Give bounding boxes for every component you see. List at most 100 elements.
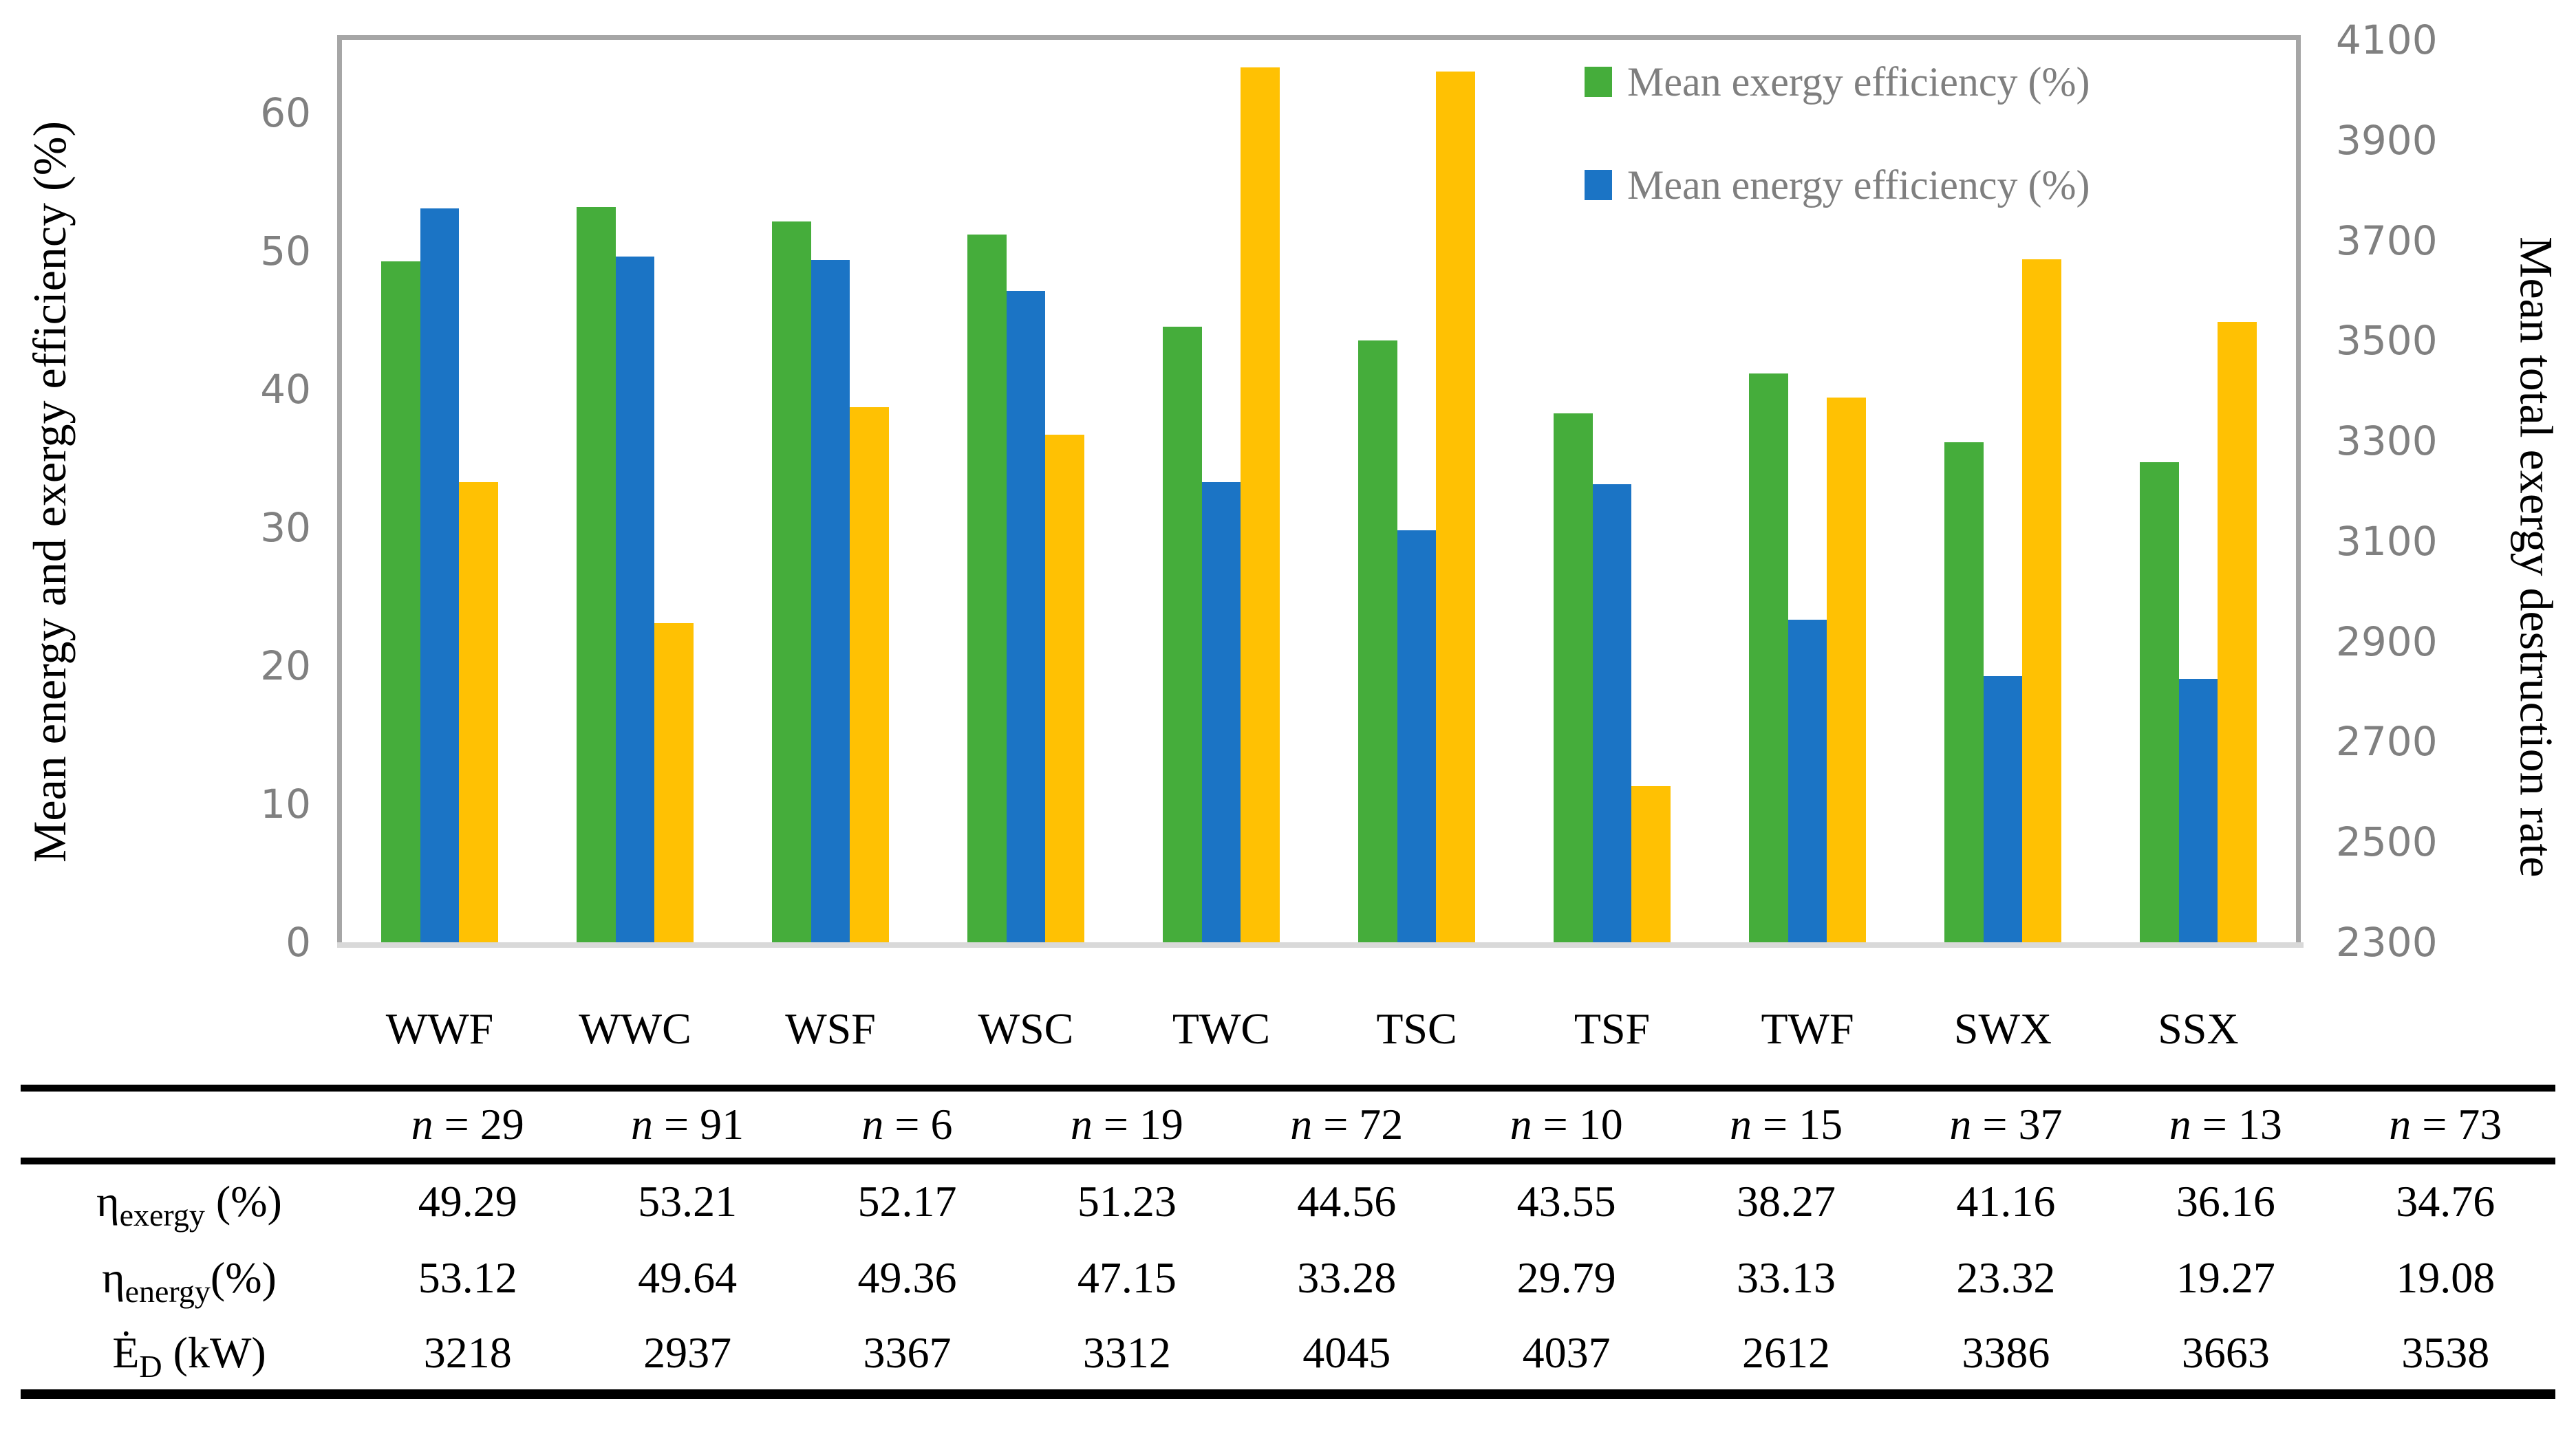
table-row-D: ĖD (kW) 3218 2937 3367 3312 4045 4037 2612 3386 3…	[21, 1316, 2555, 1394]
table-n-header-4: n = 72	[1290, 1100, 1404, 1149]
bar-total-WSF	[850, 407, 890, 942]
left-axis-title-box: Mean energy and exergy efficiency (%)	[10, 0, 89, 984]
left-axis-tick-10: 10	[260, 781, 311, 828]
bar-exergy-WWC	[576, 206, 616, 942]
right-axis-tick-2300: 2300	[2336, 919, 2438, 966]
bar-exergy-SSX	[2139, 462, 2179, 942]
left-axis-tick-40: 40	[260, 366, 311, 413]
table-n-header-9: n = 73	[2389, 1100, 2502, 1149]
stats-table-wrap: n = 29 n = 91 n = 6 n = 19 n = 72 n = 10 n = 1…	[21, 1085, 2555, 1399]
bar-energy-WSF	[811, 260, 850, 942]
bar-exergy-WWF	[380, 261, 420, 942]
table-n-header-3: n = 19	[1070, 1100, 1183, 1149]
left-axis-tick-50: 50	[260, 228, 311, 275]
value-exergy-TWF: 41.16	[1956, 1177, 2056, 1226]
bar-total-TSC	[1436, 71, 1476, 942]
value-D-WWF: 3218	[423, 1328, 512, 1377]
value-exergy-WSF: 52.17	[857, 1177, 957, 1226]
value-exergy-TSC: 43.55	[1516, 1177, 1616, 1226]
value-energy-WSC: 47.15	[1077, 1252, 1177, 1302]
table-header-row: n = 29 n = 91 n = 6 n = 19 n = 72 n = 10 n = 1…	[21, 1088, 2555, 1161]
right-axis-tick-4100: 4100	[2336, 17, 2438, 63]
bar-energy-TWC	[1201, 482, 1241, 942]
value-energy-TSF: 33.13	[1737, 1252, 1836, 1302]
bar-exergy-WSC	[967, 234, 1007, 942]
table-n-header-6: n = 15	[1729, 1100, 1843, 1149]
bar-total-TWC	[1241, 67, 1280, 942]
value-exergy-WSC: 51.23	[1077, 1177, 1177, 1226]
plot-border-top	[337, 35, 2301, 40]
value-exergy-SSX: 34.76	[2396, 1177, 2496, 1226]
bar-energy-SWX	[1983, 675, 2023, 942]
n-variable: n	[2389, 1100, 2412, 1149]
right-axis-tick-2500: 2500	[2336, 818, 2438, 866]
bar-energy-WWF	[420, 208, 460, 942]
value-D-SSX: 3538	[2401, 1328, 2490, 1377]
value-energy-SSX: 19.08	[2396, 1252, 2496, 1302]
category-label-SWX: SWX	[1953, 1004, 2052, 1053]
table-n-header-0: n = 29	[411, 1100, 524, 1149]
value-exergy-WWC: 53.21	[638, 1177, 738, 1226]
value-D-TSF: 2612	[1742, 1328, 1831, 1377]
bar-group-TWF	[1710, 40, 1905, 942]
bar-total-WWF	[459, 481, 499, 942]
right-axis-tick-3500: 3500	[2336, 317, 2438, 365]
bar-exergy-TWC	[1162, 326, 1202, 942]
row-label-D: ĖD (kW)	[112, 1328, 266, 1384]
bar-group-TSF	[1514, 40, 1710, 942]
legend-item-energy: Mean energy efficiency (%)	[1585, 157, 2090, 213]
legend-swatch-energy-icon	[1585, 170, 1612, 200]
table-corner-cell	[21, 1088, 358, 1161]
n-variable: n	[1729, 1100, 1752, 1149]
table-n-header-7: n = 37	[1949, 1100, 2063, 1149]
right-axis-tick-3900: 3900	[2336, 116, 2438, 164]
legend-swatch-exergy-icon	[1585, 67, 1612, 97]
table-n-header-2: n = 6	[861, 1100, 953, 1149]
n-variable: n	[2169, 1100, 2191, 1149]
right-axis-tick-2900: 2900	[2336, 618, 2438, 665]
value-energy-WSF: 49.36	[857, 1252, 957, 1302]
bar-energy-TWF	[1788, 620, 1827, 942]
bar-energy-WSC	[1006, 290, 1046, 942]
bar-group-WSC	[928, 40, 1124, 942]
plot-border-right	[2296, 35, 2301, 942]
category-label-SSX: SSX	[2158, 1004, 2239, 1053]
bar-group-TSC	[1319, 40, 1514, 942]
value-D-WSF: 3367	[863, 1328, 952, 1377]
bar-exergy-TSF	[1553, 413, 1593, 942]
value-energy-WWF: 53.12	[418, 1252, 517, 1302]
left-axis-tick-20: 20	[260, 642, 311, 690]
bar-total-WSC	[1045, 435, 1085, 942]
right-axis-tick-3700: 3700	[2336, 217, 2438, 264]
table-row-exergy: ηexergy (%) 49.29 53.21 52.17 51.23 44.56 43.5…	[21, 1161, 2555, 1239]
bar-energy-SSX	[2178, 678, 2218, 942]
bar-energy-TSF	[1592, 484, 1632, 942]
value-energy-WWC: 49.64	[638, 1252, 738, 1302]
bar-group-SWX	[1905, 40, 2101, 942]
n-variable: n	[861, 1100, 884, 1149]
category-label-TWF: TWF	[1761, 1004, 1854, 1053]
value-energy-SWX: 19.27	[2176, 1252, 2275, 1302]
row-label-energy: ηenergy(%)	[102, 1252, 277, 1309]
category-label-WSF: WSF	[785, 1004, 876, 1053]
n-variable: n	[1949, 1100, 1972, 1149]
category-label-WWC: WWC	[579, 1004, 691, 1053]
plot-border-left	[337, 35, 342, 942]
bar-total-SWX	[2022, 259, 2062, 942]
legend-label-energy: Mean energy efficiency (%)	[1627, 162, 2090, 208]
bar-total-TSF	[1631, 785, 1671, 942]
value-D-TSC: 4037	[1522, 1328, 1611, 1377]
bar-exergy-SWX	[1944, 442, 1984, 942]
value-D-WSC: 3312	[1082, 1328, 1171, 1377]
category-label-WSC: WSC	[978, 1004, 1074, 1053]
bar-total-TWF	[1827, 398, 1867, 942]
value-D-SWX: 3663	[2181, 1328, 2270, 1377]
n-variable: n	[411, 1100, 433, 1149]
value-D-WWC: 2937	[643, 1328, 732, 1377]
category-label-TWC: TWC	[1172, 1004, 1271, 1053]
value-exergy-WWF: 49.29	[418, 1177, 517, 1226]
table-n-header-1: n = 91	[631, 1100, 744, 1149]
table-row-energy: ηenergy(%) 53.12 49.64 49.36 47.15 33.28 29.79…	[21, 1239, 2555, 1316]
bar-group-WWF	[342, 40, 537, 942]
